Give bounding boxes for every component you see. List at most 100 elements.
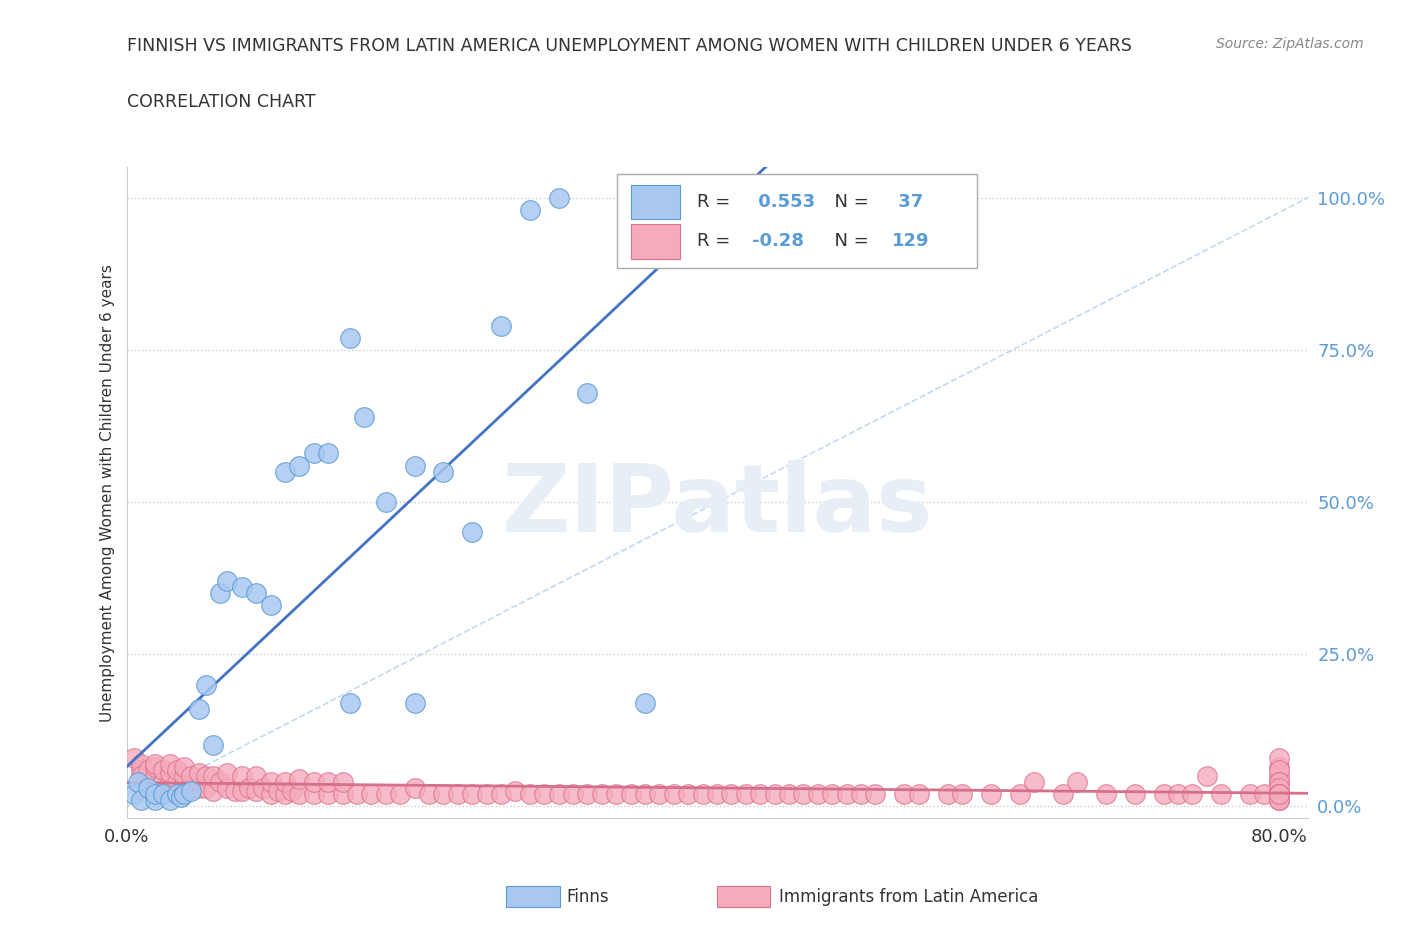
Point [209,586,232,601]
Point [1268,787,1291,802]
Point [1268,787,1291,802]
Point [475,787,498,802]
Point [217,780,239,795]
Point [332,787,354,802]
Y-axis label: Unemployment Among Women with Children Under 6 years: Unemployment Among Women with Children U… [100,264,115,722]
Point [129,792,152,807]
Point [576,385,599,400]
Point [1268,787,1291,802]
Point [166,775,188,790]
Point [1268,787,1291,802]
Text: ZIPatlas: ZIPatlas [502,460,932,551]
Point [792,787,814,802]
Point [1153,787,1175,802]
Point [734,787,756,802]
Point [447,787,470,802]
Point [1268,775,1291,790]
Point [865,787,887,802]
Point [245,784,267,799]
Point [129,768,152,783]
Point [432,464,454,479]
Bar [631,185,681,219]
Point [127,775,149,790]
Point [194,768,217,783]
Text: 37: 37 [891,193,924,211]
Point [778,787,800,802]
Point [173,777,195,792]
Point [129,756,152,771]
Point [353,409,375,424]
Point [152,763,174,777]
Point [173,759,195,774]
Point [180,768,202,783]
Point [143,787,166,802]
Text: R =: R = [697,232,735,250]
FancyBboxPatch shape [617,174,977,269]
Point [1268,792,1291,807]
Point [201,768,224,783]
Point [519,787,541,802]
Point [173,787,195,802]
Point [461,787,484,802]
Text: Finns: Finns [567,887,609,906]
Text: 129: 129 [891,232,929,250]
Point [281,784,304,799]
Point [547,787,569,802]
Point [159,775,181,790]
Point [461,525,484,540]
Point [404,458,426,473]
Point [1268,787,1291,802]
Point [519,203,541,218]
Point [1239,787,1261,802]
Point [936,787,959,802]
Point [1268,792,1291,807]
Point [187,780,209,795]
Point [187,701,209,716]
Point [950,787,973,802]
Point [252,780,274,795]
Point [1268,787,1291,802]
Point [1095,787,1118,802]
Point [170,790,193,804]
Point [533,787,555,802]
Point [316,775,339,790]
Point [1268,787,1291,802]
Point [1022,775,1045,790]
Point [634,787,657,802]
Point [1268,787,1291,802]
Point [231,768,253,783]
Point [288,458,311,473]
Text: N =: N = [824,232,875,250]
Point [489,318,512,333]
Point [749,787,772,802]
Point [505,784,527,799]
Point [1008,787,1031,802]
Point [591,787,613,802]
Point [1268,787,1291,802]
Point [302,787,325,802]
Bar [631,224,681,259]
Point [1268,751,1291,765]
Point [1253,787,1275,802]
Point [201,784,224,799]
Point [259,775,281,790]
Point [374,787,396,802]
Point [122,751,145,765]
Point [274,464,297,479]
Point [1268,792,1291,807]
Point [245,768,267,783]
Point [231,579,253,594]
Point [316,787,339,802]
Point [547,191,569,206]
Point [152,775,174,790]
Point [231,784,253,799]
Point [835,787,858,802]
Point [136,763,159,777]
Text: -0.28: -0.28 [752,232,804,250]
Point [360,787,382,802]
Point [893,787,915,802]
Point [316,445,339,460]
Point [159,792,181,807]
Point [288,771,311,786]
Text: Immigrants from Latin America: Immigrants from Latin America [779,887,1038,906]
